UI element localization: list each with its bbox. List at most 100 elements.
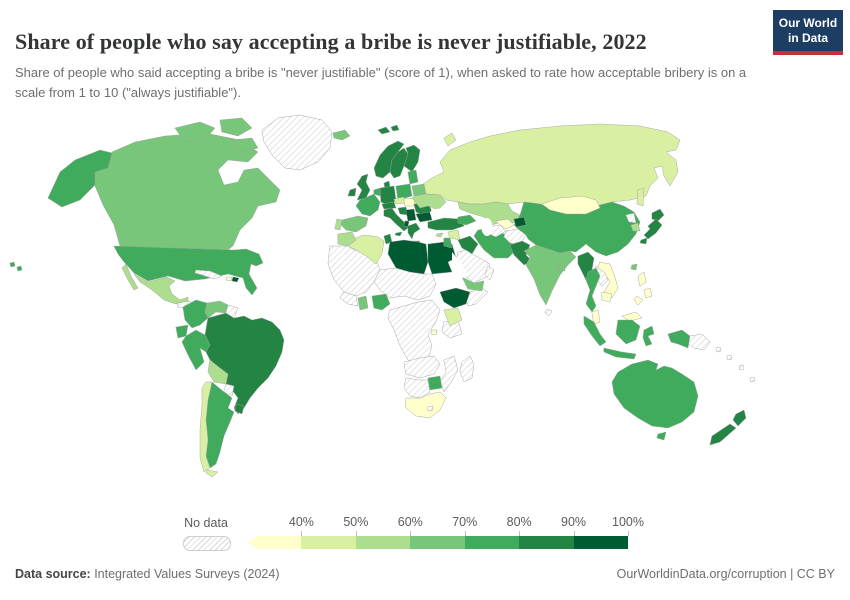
legend-color-scale[interactable] — [247, 536, 628, 549]
country-australia[interactable] — [656, 431, 667, 441]
country-venezuela[interactable] — [204, 300, 229, 319]
country-dominican-republic[interactable] — [231, 276, 240, 283]
country-russia[interactable] — [636, 187, 645, 207]
country-philippines[interactable] — [643, 287, 653, 299]
country-pacific-islands[interactable] — [726, 354, 733, 361]
country-new-zealand[interactable] — [732, 409, 747, 427]
world-choropleth-map[interactable] — [0, 108, 850, 510]
country-indonesia[interactable] — [667, 329, 691, 349]
country-portugal[interactable] — [334, 218, 343, 231]
country-canada[interactable] — [231, 137, 259, 153]
country-greece[interactable] — [407, 222, 421, 240]
country-mozambique[interactable] — [439, 355, 459, 393]
country-baltics[interactable] — [407, 169, 419, 185]
country-cambodia[interactable] — [601, 291, 613, 303]
country-uruguay[interactable] — [234, 403, 245, 415]
country-yemen[interactable] — [461, 276, 485, 292]
country-lesotho[interactable] — [426, 405, 434, 412]
country-france[interactable] — [355, 193, 381, 217]
country-mexico[interactable] — [121, 263, 139, 291]
country-norway[interactable] — [390, 124, 400, 132]
country-indonesia[interactable] — [642, 325, 655, 347]
country-iraq[interactable] — [457, 235, 479, 255]
country-canada[interactable] — [94, 132, 281, 253]
country-thailand[interactable] — [585, 267, 601, 313]
country-rwanda[interactable] — [430, 329, 438, 336]
country-austria-switzerland[interactable] — [381, 201, 397, 210]
country-uzbekistan[interactable] — [495, 218, 515, 230]
country-indonesia[interactable] — [583, 315, 607, 347]
country-bulgaria[interactable] — [415, 211, 433, 223]
country-levant[interactable] — [443, 237, 453, 249]
country-indonesia[interactable] — [615, 319, 641, 345]
country-japan[interactable] — [651, 208, 665, 222]
legend-segment-60-70[interactable] — [410, 536, 465, 549]
country-west-africa-coast[interactable] — [339, 291, 359, 307]
country-nigeria[interactable] — [371, 293, 391, 311]
country-central-africa[interactable] — [387, 299, 441, 367]
country-poland[interactable] — [395, 183, 413, 201]
legend-no-data-swatch[interactable] — [183, 536, 231, 551]
country-kyrgyzstan[interactable] — [513, 216, 527, 228]
country-chile[interactable] — [199, 381, 213, 473]
country-philippines[interactable] — [633, 295, 644, 306]
country-united-kingdom[interactable] — [356, 173, 371, 201]
country-ethiopia[interactable] — [439, 287, 471, 309]
country-pacific-islands[interactable] — [749, 376, 756, 383]
country-haiti[interactable] — [225, 276, 233, 282]
country-indonesia[interactable] — [603, 347, 637, 360]
country-italy[interactable] — [394, 231, 403, 237]
country-algeria[interactable] — [347, 234, 385, 265]
country-australia[interactable] — [611, 359, 699, 429]
country-norway[interactable] — [373, 140, 405, 179]
country-paraguay[interactable] — [223, 383, 235, 397]
country-japan[interactable] — [643, 218, 663, 240]
country-new-zealand[interactable] — [709, 423, 737, 446]
country-ireland[interactable] — [347, 187, 357, 197]
country-madagascar[interactable] — [459, 355, 475, 383]
country-italy[interactable] — [383, 207, 409, 232]
country-peru[interactable] — [181, 329, 211, 371]
country-iceland[interactable] — [332, 129, 351, 141]
country-caucasus[interactable] — [457, 214, 477, 226]
country-cyprus[interactable] — [435, 232, 444, 238]
owid-logo[interactable]: Our World in Data — [773, 10, 843, 55]
country-north-korea[interactable] — [625, 212, 637, 224]
country-greenland[interactable] — [261, 114, 333, 171]
country-malaysia[interactable] — [621, 311, 643, 322]
country-canada[interactable] — [219, 117, 253, 137]
country-russia[interactable] — [443, 132, 457, 147]
country-sri-lanka[interactable] — [544, 308, 553, 317]
country-south-africa[interactable] — [405, 391, 447, 419]
country-papua-new-guinea[interactable] — [688, 333, 711, 351]
country-canada[interactable] — [174, 121, 216, 143]
country-united-states[interactable] — [16, 265, 23, 272]
country-libya[interactable] — [387, 239, 429, 275]
country-united-states[interactable] — [9, 261, 16, 268]
country-cuba[interactable] — [194, 269, 223, 280]
legend-segment-50-60[interactable] — [355, 536, 411, 549]
country-pakistan[interactable] — [509, 240, 533, 266]
country-taiwan[interactable] — [630, 263, 638, 271]
country-south-korea[interactable] — [630, 222, 641, 232]
country-mongolia[interactable] — [541, 195, 601, 215]
country-united-states[interactable] — [47, 149, 113, 208]
country-norway[interactable] — [377, 126, 391, 135]
country-turkey[interactable] — [427, 217, 465, 231]
legend-segment-lt40[interactable] — [247, 536, 302, 549]
country-morocco[interactable] — [337, 231, 357, 247]
country-pacific-islands[interactable] — [738, 364, 745, 371]
country-netherlands[interactable] — [373, 187, 381, 197]
country-guyana-region[interactable] — [225, 304, 239, 319]
country-zimbabwe[interactable] — [427, 375, 443, 391]
country-bangladesh[interactable] — [557, 262, 566, 272]
country-namibia-botswana[interactable] — [403, 377, 431, 399]
country-chile[interactable] — [205, 469, 219, 478]
country-kenya[interactable] — [443, 307, 463, 327]
country-oman[interactable] — [484, 265, 495, 281]
country-ghana[interactable] — [357, 295, 369, 311]
country-malaysia[interactable] — [591, 309, 601, 325]
country-spain[interactable] — [339, 215, 369, 233]
legend-segment-80-90[interactable] — [519, 536, 574, 549]
legend-segment-40-50[interactable] — [301, 536, 356, 549]
